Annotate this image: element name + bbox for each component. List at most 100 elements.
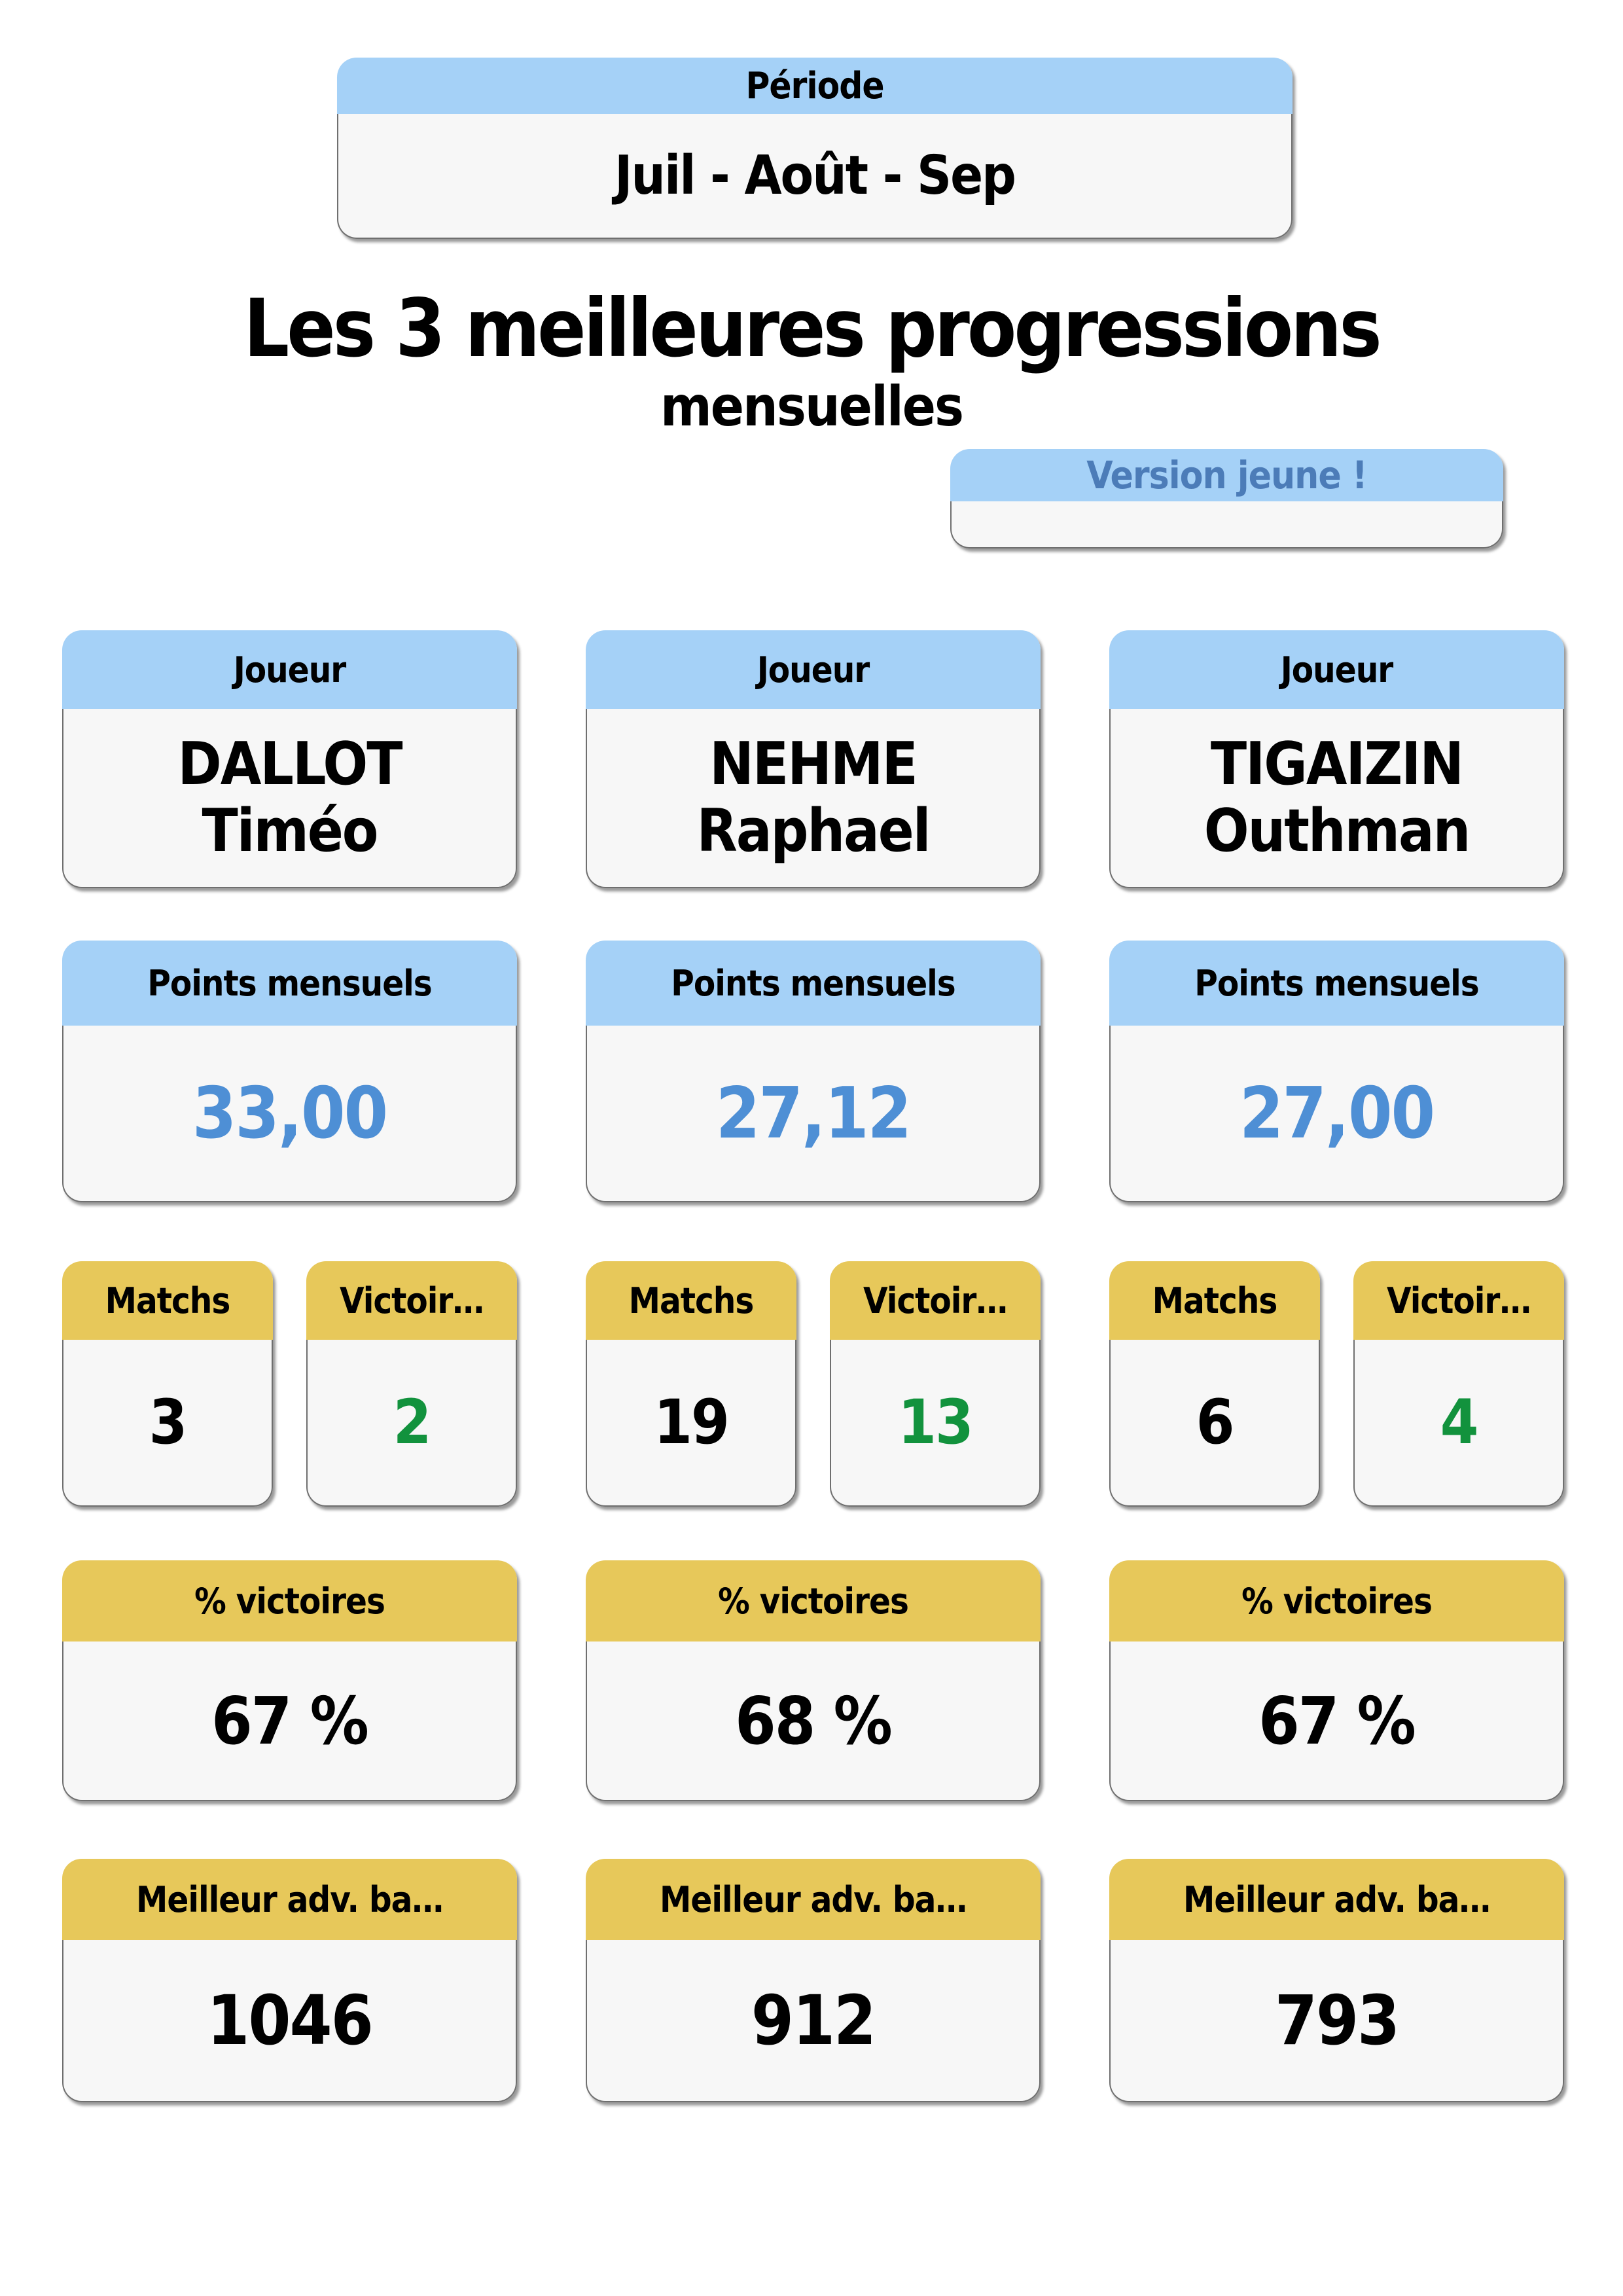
victories-header: Victoir… bbox=[306, 1261, 517, 1340]
player-card-header: Joueur bbox=[1109, 630, 1564, 709]
matches-label: Matchs bbox=[628, 1280, 755, 1321]
monthly-points-value: 27,12 bbox=[715, 1072, 912, 1155]
best-opponent-label: Meilleur adv. ba… bbox=[1183, 1878, 1491, 1920]
win-pct-body: 68 % bbox=[586, 1641, 1041, 1801]
player-card-header: Joueur bbox=[62, 630, 517, 709]
player-card-body: DALLOT Timéo bbox=[62, 709, 517, 888]
player-last-name: NEHME bbox=[709, 730, 918, 799]
page-subtitle: mensuelles bbox=[660, 374, 964, 439]
monthly-points-header: Points mensuels bbox=[62, 941, 517, 1026]
player-card-header: Joueur bbox=[586, 630, 1041, 709]
monthly-points-body: 27,00 bbox=[1109, 1026, 1564, 1202]
best-opponent-card: Meilleur adv. ba… 1046 bbox=[62, 1859, 517, 2102]
matches-victories-row: Matchs 6 Victoir… 4 bbox=[1109, 1261, 1564, 1507]
matches-header: Matchs bbox=[62, 1261, 273, 1340]
best-opponent-card: Meilleur adv. ba… 912 bbox=[586, 1859, 1041, 2102]
monthly-points-label: Points mensuels bbox=[147, 962, 432, 1004]
matches-value: 6 bbox=[1196, 1387, 1235, 1458]
win-pct-body: 67 % bbox=[1109, 1641, 1564, 1801]
victories-body: 4 bbox=[1353, 1340, 1564, 1507]
version-badge-body bbox=[950, 501, 1503, 548]
best-opponent-value: 793 bbox=[1274, 1981, 1400, 2060]
monthly-points-body: 33,00 bbox=[62, 1026, 517, 1202]
victories-body: 2 bbox=[306, 1340, 517, 1507]
player-card-body: NEHME Raphael bbox=[586, 709, 1041, 888]
version-badge-header: Version jeune ! bbox=[950, 449, 1503, 501]
best-opponent-card: Meilleur adv. ba… 793 bbox=[1109, 1859, 1564, 2102]
monthly-points-card: Points mensuels 27,12 bbox=[586, 941, 1041, 1202]
best-opponent-body: 1046 bbox=[62, 1940, 517, 2102]
win-pct-card: % victoires 68 % bbox=[586, 1560, 1041, 1801]
player-last-name: DALLOT bbox=[177, 730, 403, 799]
win-pct-label: % victoires bbox=[1241, 1580, 1433, 1622]
victories-card: Victoir… 4 bbox=[1353, 1261, 1564, 1507]
matches-header: Matchs bbox=[586, 1261, 796, 1340]
player-label: Joueur bbox=[233, 649, 347, 691]
win-pct-card: % victoires 67 % bbox=[1109, 1560, 1564, 1801]
player-first-name: Outhman bbox=[1204, 797, 1471, 865]
matches-card: Matchs 19 bbox=[586, 1261, 796, 1507]
player-card: Joueur TIGAIZIN Outhman bbox=[1109, 630, 1564, 888]
monthly-points-value: 33,00 bbox=[192, 1072, 388, 1155]
win-pct-label: % victoires bbox=[718, 1580, 909, 1622]
best-opponent-value: 1046 bbox=[207, 1981, 373, 2060]
player-last-name: TIGAIZIN bbox=[1210, 730, 1464, 799]
page-title: Les 3 meilleures progressions bbox=[243, 282, 1382, 375]
matches-label: Matchs bbox=[105, 1280, 231, 1321]
period-card-header: Période bbox=[337, 58, 1293, 114]
monthly-points-header: Points mensuels bbox=[1109, 941, 1564, 1026]
player-first-name: Raphael bbox=[696, 797, 931, 865]
best-opponent-body: 793 bbox=[1109, 1940, 1564, 2102]
win-pct-header: % victoires bbox=[62, 1560, 517, 1641]
player-card: Joueur DALLOT Timéo bbox=[62, 630, 517, 888]
win-pct-header: % victoires bbox=[1109, 1560, 1564, 1641]
victories-header: Victoir… bbox=[1353, 1261, 1564, 1340]
matches-victories-row: Matchs 3 Victoir… 2 bbox=[62, 1261, 517, 1507]
victories-value: 2 bbox=[393, 1387, 432, 1458]
best-opponent-header: Meilleur adv. ba… bbox=[62, 1859, 517, 1940]
win-pct-card: % victoires 67 % bbox=[62, 1560, 517, 1801]
best-opponent-header: Meilleur adv. ba… bbox=[1109, 1859, 1564, 1940]
best-opponent-header: Meilleur adv. ba… bbox=[586, 1859, 1041, 1940]
monthly-points-header: Points mensuels bbox=[586, 941, 1041, 1026]
victories-label: Victoir… bbox=[1387, 1280, 1531, 1321]
monthly-points-card: Points mensuels 27,00 bbox=[1109, 941, 1564, 1202]
best-opponent-label: Meilleur adv. ba… bbox=[660, 1878, 967, 1920]
player-first-name: Timéo bbox=[202, 797, 379, 865]
monthly-points-value: 27,00 bbox=[1239, 1072, 1435, 1155]
matches-victories-row: Matchs 19 Victoir… 13 bbox=[586, 1261, 1041, 1507]
monthly-points-label: Points mensuels bbox=[671, 962, 955, 1004]
victories-value: 13 bbox=[898, 1387, 974, 1458]
monthly-points-label: Points mensuels bbox=[1194, 962, 1479, 1004]
win-pct-body: 67 % bbox=[62, 1641, 517, 1801]
win-pct-value: 68 % bbox=[735, 1682, 893, 1759]
win-pct-label: % victoires bbox=[194, 1580, 385, 1622]
version-badge: Version jeune ! bbox=[950, 449, 1503, 548]
matches-header: Matchs bbox=[1109, 1261, 1320, 1340]
win-pct-value: 67 % bbox=[211, 1682, 369, 1759]
best-opponent-value: 912 bbox=[751, 1981, 876, 2060]
victories-header: Victoir… bbox=[830, 1261, 1041, 1340]
win-pct-header: % victoires bbox=[586, 1560, 1041, 1641]
player-column-2: Joueur NEHME Raphael Points mensuels 27,… bbox=[586, 630, 1041, 2102]
version-badge-label: Version jeune ! bbox=[1086, 453, 1367, 497]
player-card-body: TIGAIZIN Outhman bbox=[1109, 709, 1564, 888]
win-pct-value: 67 % bbox=[1258, 1682, 1416, 1759]
player-column-1: Joueur DALLOT Timéo Points mensuels 33,0… bbox=[62, 630, 517, 2102]
victories-label: Victoir… bbox=[340, 1280, 484, 1321]
matches-value: 3 bbox=[149, 1387, 188, 1458]
matches-body: 6 bbox=[1109, 1340, 1320, 1507]
matches-card: Matchs 6 bbox=[1109, 1261, 1320, 1507]
matches-body: 19 bbox=[586, 1340, 796, 1507]
player-label: Joueur bbox=[757, 649, 870, 691]
player-card: Joueur NEHME Raphael bbox=[586, 630, 1041, 888]
period-card-body: Juil - Août - Sep bbox=[337, 114, 1293, 239]
victories-body: 13 bbox=[830, 1340, 1041, 1507]
period-value: Juil - Août - Sep bbox=[615, 145, 1016, 207]
victories-value: 4 bbox=[1440, 1387, 1479, 1458]
best-opponent-body: 912 bbox=[586, 1940, 1041, 2102]
period-card: Période Juil - Août - Sep bbox=[337, 58, 1293, 239]
best-opponent-label: Meilleur adv. ba… bbox=[136, 1878, 444, 1920]
victories-label: Victoir… bbox=[863, 1280, 1008, 1321]
matches-value: 19 bbox=[654, 1387, 730, 1458]
